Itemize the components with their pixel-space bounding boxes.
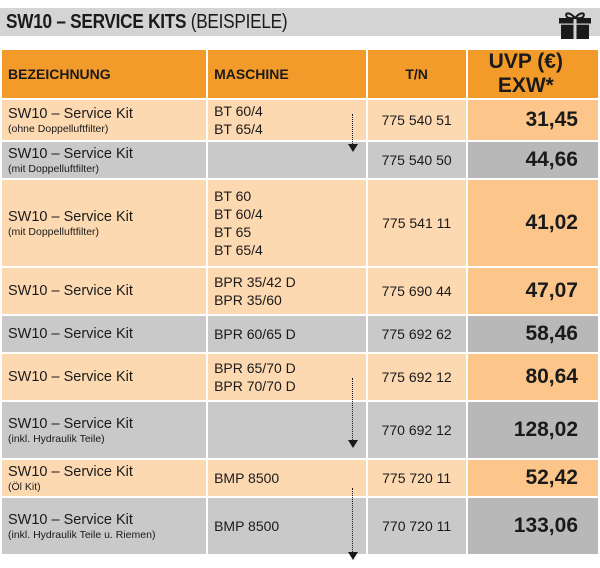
header-bezeichnung: BEZEICHNUNG <box>2 50 207 98</box>
kit-name: SW10 – Service Kit <box>8 415 133 432</box>
page-title: SW10 – SERVICE KITS (BEISPIELE) <box>6 10 288 34</box>
cell-bezeichnung: SW10 – Service Kit <box>2 316 207 352</box>
cell-maschine: BPR 35/42 D BPR 35/60 <box>208 268 366 314</box>
kit-name: SW10 – Service Kit <box>8 326 133 342</box>
cell-tn: 775 692 12 <box>367 354 466 400</box>
cell-bezeichnung: SW10 – Service Kit (mit Doppelluftfilter) <box>2 142 207 178</box>
cell-bezeichnung: SW10 – Service Kit (ohne Doppelluftfilter… <box>2 100 207 140</box>
cell-bezeichnung: SW10 – Service Kit (mit Doppelluftfilter) <box>2 180 207 266</box>
cell-maschine: BT 60 BT 60/4 BT 65 BT 65/4 <box>208 180 366 266</box>
kit-name: SW10 – Service Kit <box>8 145 133 162</box>
machine-model: BMP 8500 <box>214 518 280 534</box>
machine-model: BT 60 <box>214 188 252 204</box>
kit-subtitle: (inkl. Hydraulik Teile u. Riemen) <box>8 528 156 541</box>
kit-name: SW10 – Service Kit <box>8 283 133 299</box>
cell-tn: 775 690 44 <box>367 268 466 314</box>
cell-maschine: BPR 60/65 D <box>208 316 366 352</box>
cell-maschine <box>208 142 366 178</box>
cell-price: 80,64 <box>467 354 598 400</box>
table-row: SW10 – Service Kit (mit Doppelluftfilter)… <box>2 180 598 266</box>
table-row: SW10 – Service Kit (Öl Kit) BMP 8500 775 72… <box>2 460 598 496</box>
kit-name: SW10 – Service Kit <box>8 511 133 528</box>
table-body: SW10 – Service Kit (ohne Doppelluftfilter… <box>2 100 598 554</box>
machine-model: BPR 35/60 <box>214 292 282 308</box>
kit-name: SW10 – Service Kit <box>8 369 133 385</box>
kit-subtitle: (mit Doppelluftfilter) <box>8 225 100 238</box>
cell-price: 41,02 <box>467 180 598 266</box>
machine-model: BT 65/4 <box>214 121 263 137</box>
table-row: SW10 – Service Kit BPR 60/65 D 775 692 62 5… <box>2 316 598 352</box>
kit-name: SW10 – Service Kit <box>8 105 133 122</box>
cell-price: 133,06 <box>467 498 598 554</box>
kit-subtitle: (Öl Kit) <box>8 480 41 493</box>
cell-maschine: BT 60/4 BT 65/4 <box>208 100 366 140</box>
title-bar: SW10 – SERVICE KITS (BEISPIELE) <box>0 8 600 39</box>
table-header-row: BEZEICHNUNG MASCHINE T/N UVP (€) EXW* <box>2 50 598 98</box>
cell-price: 52,42 <box>467 460 598 496</box>
machine-model: BT 65 <box>214 224 252 240</box>
cell-bezeichnung: SW10 – Service Kit (inkl. Hydraulik Teile… <box>2 498 207 554</box>
table-row: SW10 – Service Kit (inkl. Hydraulik Teile… <box>2 498 598 554</box>
cell-maschine: BMP 8500 <box>208 460 366 496</box>
machine-model: BPR 60/65 D <box>214 326 296 342</box>
cell-tn: 775 720 11 <box>367 460 466 496</box>
cell-maschine: BPR 65/70 D BPR 70/70 D <box>208 354 366 400</box>
cell-tn: 775 540 50 <box>367 142 466 178</box>
header-price: UVP (€) EXW* <box>467 50 598 98</box>
cell-bezeichnung: SW10 – Service Kit <box>2 268 207 314</box>
dotted-down-arrow-icon <box>348 488 358 560</box>
table-row: SW10 – Service Kit BPR 35/42 D BPR 35/60 77… <box>2 268 598 314</box>
gift-icon <box>559 12 591 39</box>
cell-tn: 770 720 11 <box>367 498 466 554</box>
cell-price: 31,45 <box>467 100 598 140</box>
cell-bezeichnung: SW10 – Service Kit (inkl. Hydraulik Teile… <box>2 402 207 458</box>
cell-tn: 775 692 62 <box>367 316 466 352</box>
cell-tn: 775 541 11 <box>367 180 466 266</box>
cell-maschine: BMP 8500 <box>208 498 366 554</box>
machine-model: BT 65/4 <box>214 242 263 258</box>
machine-model: BPR 65/70 D <box>214 360 296 376</box>
kit-subtitle: (inkl. Hydraulik Teile) <box>8 432 105 445</box>
table-row: SW10 – Service Kit BPR 65/70 D BPR 70/70 D… <box>2 354 598 400</box>
kit-name: SW10 – Service Kit <box>8 208 133 225</box>
kit-name: SW10 – Service Kit <box>8 463 133 480</box>
machine-model: BPR 70/70 D <box>214 378 296 394</box>
cell-tn: 775 540 51 <box>367 100 466 140</box>
cell-price: 47,07 <box>467 268 598 314</box>
kit-subtitle: (ohne Doppelluftfilter) <box>8 122 109 135</box>
cell-bezeichnung: SW10 – Service Kit (Öl Kit) <box>2 460 207 496</box>
cell-tn: 770 692 12 <box>367 402 466 458</box>
machine-model: BPR 35/42 D <box>214 274 296 290</box>
header-maschine: MASCHINE <box>208 50 366 98</box>
machine-model: BMP 8500 <box>214 470 280 486</box>
cell-price: 58,46 <box>467 316 598 352</box>
service-kit-table: BEZEICHNUNG MASCHINE T/N UVP (€) EXW* SW… <box>0 48 600 556</box>
table-row: SW10 – Service Kit (mit Doppelluftfilter)… <box>2 142 598 178</box>
dotted-down-arrow-icon <box>348 378 358 448</box>
kit-subtitle: (mit Doppelluftfilter) <box>8 162 100 175</box>
machine-model: BT 60/4 <box>214 103 263 119</box>
cell-price: 128,02 <box>467 402 598 458</box>
title-light: (BEISPIELE) <box>190 10 288 33</box>
title-strong: SW10 – SERVICE KITS <box>6 10 187 33</box>
table-row: SW10 – Service Kit (inkl. Hydraulik Teile… <box>2 402 598 458</box>
cell-maschine <box>208 402 366 458</box>
header-tn: T/N <box>367 50 466 98</box>
table-row: SW10 – Service Kit (ohne Doppelluftfilter… <box>2 100 598 140</box>
machine-model: BT 60/4 <box>214 206 263 222</box>
dotted-down-arrow-icon <box>348 114 358 152</box>
cell-bezeichnung: SW10 – Service Kit <box>2 354 207 400</box>
cell-price: 44,66 <box>467 142 598 178</box>
